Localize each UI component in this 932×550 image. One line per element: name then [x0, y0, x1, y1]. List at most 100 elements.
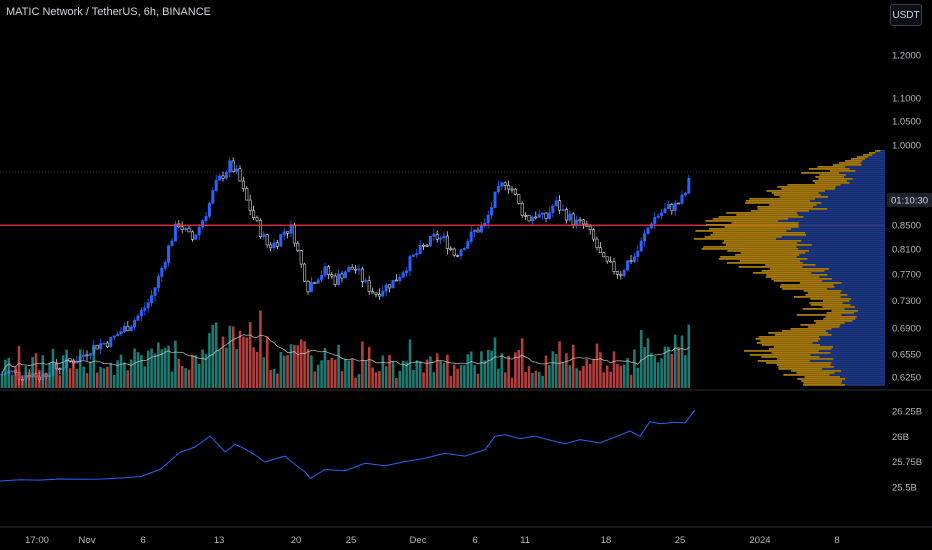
volume-bar: [85, 373, 89, 388]
candle-body: [602, 252, 606, 258]
profile-bar-up: [704, 236, 782, 238]
candle-body: [530, 216, 534, 222]
volume-bar: [255, 351, 259, 388]
profile-bar-up: [735, 254, 800, 256]
candle-body: [510, 188, 514, 191]
candle-body: [238, 168, 242, 182]
profile-bar-up: [771, 352, 831, 354]
candle-body: [568, 213, 572, 221]
candle-body: [670, 204, 674, 212]
profile-bar-down: [791, 228, 885, 230]
volume-bar: [333, 359, 337, 388]
candle-body: [666, 204, 670, 209]
volume-bar: [497, 368, 500, 388]
candle-body: [265, 234, 269, 246]
candle-body: [418, 244, 422, 254]
volume-bar: [150, 348, 153, 388]
volume-bar: [650, 353, 653, 388]
volume-bar: [663, 346, 667, 388]
profile-bar-down: [856, 316, 885, 318]
profile-bar-down: [799, 254, 885, 256]
candle-body: [201, 220, 205, 228]
volume-bar: [313, 371, 317, 388]
volume-bar: [174, 340, 177, 388]
profile-bar-up: [801, 172, 840, 174]
candle-body: [129, 326, 133, 332]
profile-bar-down: [880, 150, 885, 152]
candle-body: [473, 229, 477, 233]
profile-bar-up: [800, 324, 841, 326]
candle-body: [180, 226, 184, 230]
profile-bar-up: [761, 270, 825, 272]
profile-bar-up: [766, 274, 828, 276]
candle-body: [462, 248, 466, 250]
candle-body: [425, 245, 429, 247]
profile-bar-up: [743, 350, 819, 352]
indicator-tick-label: 26.25B: [892, 407, 922, 418]
currency-button[interactable]: USDT: [890, 4, 922, 26]
volume-bar: [289, 344, 293, 388]
candle-body: [609, 260, 613, 263]
profile-bar-down: [798, 214, 885, 216]
profile-bar-down: [796, 212, 885, 214]
volume-bar: [493, 337, 497, 388]
profile-bar-down: [842, 302, 885, 304]
profile-bar-up: [746, 200, 811, 202]
volume-bar: [633, 349, 636, 388]
volume-bar: [673, 334, 677, 388]
candle-body: [581, 219, 585, 225]
volume-bar: [405, 361, 408, 388]
profile-bar-up: [790, 328, 832, 330]
profile-bar-down: [829, 374, 885, 376]
profile-bar-up: [796, 372, 835, 374]
profile-bar-down: [830, 364, 885, 366]
candle-body: [160, 267, 164, 277]
candle-body: [207, 202, 211, 217]
volume-bar: [578, 370, 582, 388]
candle-body: [337, 273, 341, 285]
profile-bar-up: [712, 232, 806, 234]
profile-bar-down: [842, 380, 885, 382]
profile-bar-up: [757, 208, 828, 210]
profile-bar-up: [769, 268, 830, 270]
candle-body: [306, 280, 310, 293]
candle-body: [190, 231, 194, 240]
candle-body: [262, 234, 266, 237]
profile-bar-down: [802, 262, 885, 264]
profile-bar-down: [875, 152, 885, 154]
volume-bar: [214, 322, 218, 388]
volume-bar: [72, 359, 75, 388]
profile-bar-up: [726, 244, 812, 246]
candle-body: [367, 280, 371, 292]
candle-body: [139, 310, 143, 317]
volume-bar: [534, 370, 538, 388]
candle-body: [330, 274, 334, 277]
volume-bar: [507, 355, 510, 388]
profile-bar-up: [780, 284, 834, 286]
volume-bar: [609, 371, 612, 388]
profile-bar-down: [805, 232, 885, 234]
candle-body: [646, 227, 650, 234]
profile-bar-down: [819, 276, 885, 278]
profile-bar-up: [753, 272, 812, 274]
volume-bar: [0, 373, 4, 388]
volume-bar: [27, 371, 31, 388]
volume-bar: [527, 366, 531, 388]
volume-bar: [415, 360, 419, 388]
candle-body: [116, 333, 120, 337]
volume-bar: [306, 348, 310, 388]
volume-bar: [228, 325, 232, 388]
volume-bar: [354, 377, 357, 388]
volume-bar: [548, 365, 551, 388]
volume-bar: [435, 353, 439, 388]
profile-bar-up: [771, 192, 819, 194]
profile-bar-down: [816, 204, 885, 206]
profile-bar-up: [782, 288, 827, 290]
profile-bar-up: [826, 312, 855, 314]
profile-bar-up: [802, 384, 846, 386]
candle-body: [88, 353, 92, 356]
volume-bar: [616, 364, 619, 388]
candle-body: [187, 227, 191, 233]
volume-bar: [568, 365, 572, 388]
